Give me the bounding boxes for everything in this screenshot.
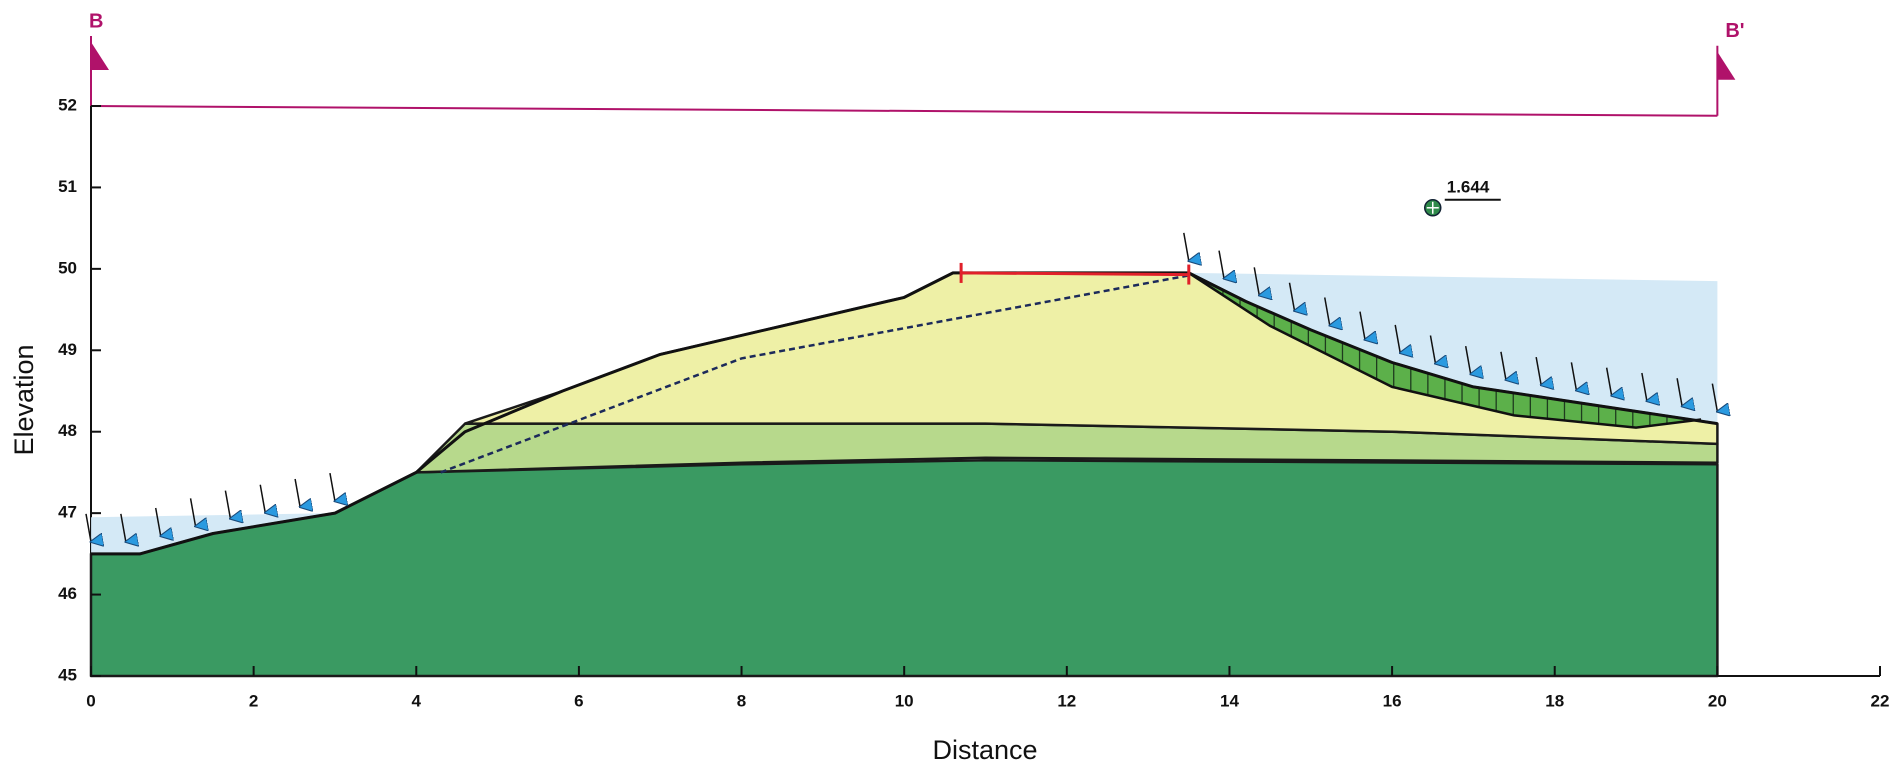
section-label: B' [1725, 20, 1744, 42]
y-tick-label: 51 [58, 177, 77, 196]
y-tick-label: 50 [58, 258, 77, 277]
chart: Distance Elevation 1.644BB'0246810121416… [0, 0, 1900, 766]
infiltration-arrow [225, 491, 230, 519]
y-tick-label: 48 [58, 421, 77, 440]
x-tick-label: 2 [249, 691, 258, 710]
x-axis-title: Distance [932, 735, 1037, 765]
x-tick-label: 14 [1220, 691, 1239, 710]
x-tick-label: 0 [86, 691, 95, 710]
x-tick-label: 4 [412, 691, 422, 710]
y-tick-label: 45 [58, 665, 77, 684]
section-flag [91, 42, 109, 70]
infiltration-arrow [1184, 233, 1189, 261]
y-tick-label: 46 [58, 584, 77, 603]
x-tick-label: 6 [574, 691, 583, 710]
x-tick-label: 20 [1708, 691, 1727, 710]
y-tick-label: 52 [58, 95, 77, 114]
x-tick-label: 10 [895, 691, 914, 710]
section-flag [1717, 52, 1735, 80]
x-tick-label: 18 [1545, 691, 1564, 710]
section-label: B [89, 10, 103, 32]
infiltration-arrow [295, 479, 300, 507]
x-tick-label: 12 [1057, 691, 1076, 710]
x-tick-label: 16 [1383, 691, 1402, 710]
crest-load [961, 273, 1189, 275]
factor-of-safety: 1.644 [1447, 177, 1490, 196]
section-line [91, 106, 1717, 116]
soil-layer [91, 460, 1717, 676]
x-tick-label: 22 [1871, 691, 1890, 710]
infiltration-arrow [330, 473, 335, 501]
x-tick-label: 8 [737, 691, 746, 710]
y-axis-title: Elevation [9, 344, 39, 455]
y-tick-label: 49 [58, 340, 77, 359]
y-tick-label: 47 [58, 503, 77, 522]
infiltration-arrow [260, 485, 265, 513]
